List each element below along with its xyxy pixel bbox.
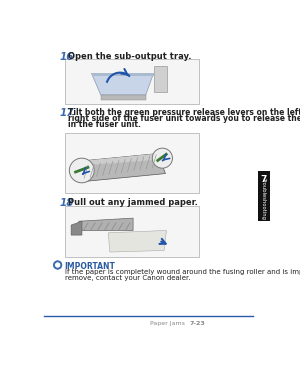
Polygon shape bbox=[101, 95, 146, 100]
Polygon shape bbox=[71, 221, 82, 235]
Polygon shape bbox=[108, 230, 166, 252]
Polygon shape bbox=[154, 66, 167, 92]
Text: 17: 17 bbox=[59, 108, 74, 118]
Polygon shape bbox=[79, 218, 133, 230]
Polygon shape bbox=[92, 73, 154, 76]
Text: Paper Jams: Paper Jams bbox=[150, 321, 185, 326]
Bar bbox=[65, 206, 199, 257]
Polygon shape bbox=[79, 154, 166, 181]
Bar bbox=[65, 132, 199, 193]
Text: 7-23: 7-23 bbox=[189, 321, 205, 326]
Polygon shape bbox=[79, 154, 158, 166]
Bar bbox=[258, 171, 270, 221]
Text: Tilt both the green pressure release levers on the left and: Tilt both the green pressure release lev… bbox=[68, 108, 300, 117]
Text: Pull out any jammed paper.: Pull out any jammed paper. bbox=[68, 198, 198, 207]
Circle shape bbox=[55, 262, 60, 268]
Text: If the paper is completely wound around the fusing roller and is impossible to: If the paper is completely wound around … bbox=[64, 269, 300, 275]
Text: 16: 16 bbox=[59, 52, 74, 63]
Text: 7: 7 bbox=[261, 175, 267, 184]
Text: right side of the fuser unit towards you to release the pressure: right side of the fuser unit towards you… bbox=[68, 114, 300, 123]
Text: 18: 18 bbox=[59, 198, 74, 208]
Text: remove, contact your Canon dealer.: remove, contact your Canon dealer. bbox=[64, 275, 190, 281]
Text: in the fuser unit.: in the fuser unit. bbox=[68, 120, 141, 129]
Circle shape bbox=[69, 158, 94, 183]
Polygon shape bbox=[92, 73, 154, 95]
Bar bbox=[65, 59, 199, 104]
Circle shape bbox=[152, 148, 172, 168]
Text: Troubleshooting: Troubleshooting bbox=[261, 178, 266, 220]
Circle shape bbox=[53, 261, 62, 269]
Text: IMPORTANT: IMPORTANT bbox=[64, 262, 116, 271]
Text: Open the sub-output tray.: Open the sub-output tray. bbox=[68, 52, 192, 61]
